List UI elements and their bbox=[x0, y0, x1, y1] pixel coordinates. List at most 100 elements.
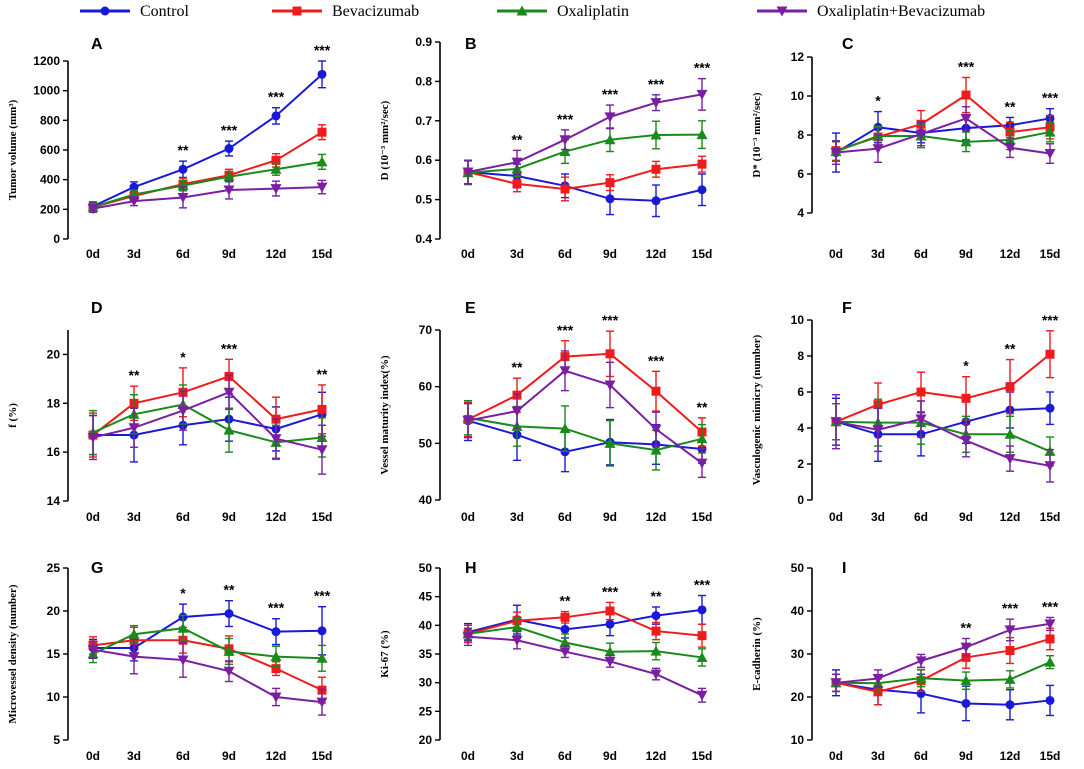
series-line bbox=[92, 391, 323, 451]
data-point bbox=[223, 387, 235, 398]
y-tick-label: 18 bbox=[47, 396, 61, 410]
legend-item-oxaliplatin-bevacizumab: Oxaliplatin+Bevacizumab bbox=[757, 3, 985, 20]
legend-label: Oxaliplatin bbox=[557, 3, 629, 20]
data-point bbox=[177, 655, 189, 666]
data-point bbox=[604, 437, 616, 448]
data-point bbox=[961, 393, 971, 403]
y-tick-label: 200 bbox=[40, 202, 60, 216]
x-tick-label: 3d bbox=[871, 510, 885, 524]
significance-mark: ** bbox=[560, 593, 571, 609]
series-oxaliplatin-bevacizumab bbox=[830, 394, 1056, 483]
data-point bbox=[650, 645, 662, 656]
data-point bbox=[961, 698, 971, 708]
data-point bbox=[1044, 461, 1056, 472]
data-point bbox=[651, 196, 661, 206]
significance-mark: * bbox=[180, 585, 186, 601]
data-point bbox=[560, 612, 570, 622]
data-point bbox=[960, 113, 972, 124]
data-point bbox=[1044, 619, 1056, 630]
series-control bbox=[463, 594, 707, 642]
series-oxaliplatin-bevacizumab bbox=[87, 374, 328, 475]
significance-mark: *** bbox=[268, 600, 285, 616]
y-tick-label: 40 bbox=[419, 493, 433, 507]
series-line bbox=[92, 375, 323, 436]
series-line bbox=[467, 416, 703, 452]
data-point bbox=[316, 156, 328, 167]
legend-item-bevacizumab: Bevacizumab bbox=[272, 3, 419, 20]
y-tick-label: 30 bbox=[791, 647, 805, 661]
x-tick-label: 12d bbox=[266, 749, 287, 763]
data-point bbox=[316, 652, 328, 663]
panel-A: A 0 200 400 600 800 1000 1200 Tumor volume (mm³)… bbox=[7, 36, 332, 261]
data-point bbox=[560, 624, 570, 634]
x-tick-label: 15d bbox=[1040, 749, 1061, 763]
x-tick-label: 9d bbox=[603, 510, 617, 524]
x-tick-label: 6d bbox=[176, 247, 190, 261]
series-bevacizumab bbox=[88, 124, 327, 212]
x-tick-label: 3d bbox=[127, 749, 141, 763]
series-line bbox=[835, 420, 1051, 453]
data-point bbox=[650, 98, 662, 109]
data-point bbox=[650, 424, 662, 435]
y-tick-label: 40 bbox=[791, 604, 805, 618]
data-point bbox=[270, 163, 282, 174]
data-point bbox=[1004, 625, 1016, 636]
series-line bbox=[835, 131, 1051, 153]
series-control bbox=[88, 391, 327, 463]
data-point bbox=[960, 675, 972, 686]
x-tick-label: 9d bbox=[959, 247, 973, 261]
x-tick-label: 6d bbox=[176, 749, 190, 763]
series-line bbox=[93, 413, 323, 437]
series-line bbox=[92, 648, 323, 704]
data-point bbox=[604, 134, 616, 145]
data-point bbox=[916, 387, 926, 397]
data-point bbox=[1044, 149, 1056, 160]
significance-mark: *** bbox=[958, 58, 975, 74]
y-tick-label: 25 bbox=[47, 561, 61, 575]
series-bevacizumab bbox=[831, 76, 1055, 162]
y-tick-label: 0.4 bbox=[415, 232, 432, 246]
x-tick-label: 3d bbox=[510, 749, 524, 763]
x-tick-label: 0d bbox=[461, 749, 475, 763]
y-tick-label: 20 bbox=[791, 690, 805, 704]
data-point bbox=[129, 182, 139, 192]
series-line bbox=[92, 627, 323, 660]
data-point bbox=[223, 666, 235, 677]
x-tick-label: 12d bbox=[646, 247, 667, 261]
data-point bbox=[915, 414, 927, 425]
data-point bbox=[1045, 695, 1055, 705]
y-tick-label: 0.9 bbox=[415, 35, 432, 49]
data-point bbox=[316, 697, 328, 708]
series-oxaliplatin-bevacizumab bbox=[830, 616, 1056, 693]
significance-mark: *** bbox=[314, 588, 331, 604]
x-tick-label: 12d bbox=[1000, 749, 1021, 763]
series-bevacizumab bbox=[463, 155, 707, 202]
panel-letter: C bbox=[842, 36, 854, 53]
x-tick-label: 3d bbox=[127, 510, 141, 524]
y-tick-label: 0.6 bbox=[415, 153, 432, 167]
data-point bbox=[559, 423, 571, 434]
y-tick-label: 0.7 bbox=[415, 114, 432, 128]
significance-mark: *** bbox=[221, 122, 238, 138]
x-tick-label: 6d bbox=[558, 749, 572, 763]
y-tick-label: 14 bbox=[47, 494, 61, 508]
data-point bbox=[1005, 382, 1015, 392]
data-point bbox=[830, 417, 842, 428]
data-point bbox=[223, 171, 235, 182]
series-oxaliplatin bbox=[87, 614, 328, 672]
series-oxaliplatin-bevacizumab bbox=[462, 627, 708, 703]
data-point bbox=[559, 366, 571, 377]
x-tick-label: 15d bbox=[692, 247, 713, 261]
legend: Control Bevacizumab Oxaliplatin Oxaliplatin… bbox=[80, 3, 985, 20]
y-tick-label: 6 bbox=[797, 385, 804, 399]
significance-mark: *** bbox=[602, 312, 619, 328]
data-point bbox=[271, 627, 281, 637]
legend-marker bbox=[776, 6, 788, 17]
x-tick-label: 12d bbox=[266, 510, 287, 524]
series-line bbox=[835, 661, 1051, 685]
significance-mark: ** bbox=[178, 142, 189, 158]
data-point bbox=[87, 432, 99, 443]
panel-letter: E bbox=[465, 300, 476, 317]
y-tick-label: 1200 bbox=[33, 54, 60, 68]
